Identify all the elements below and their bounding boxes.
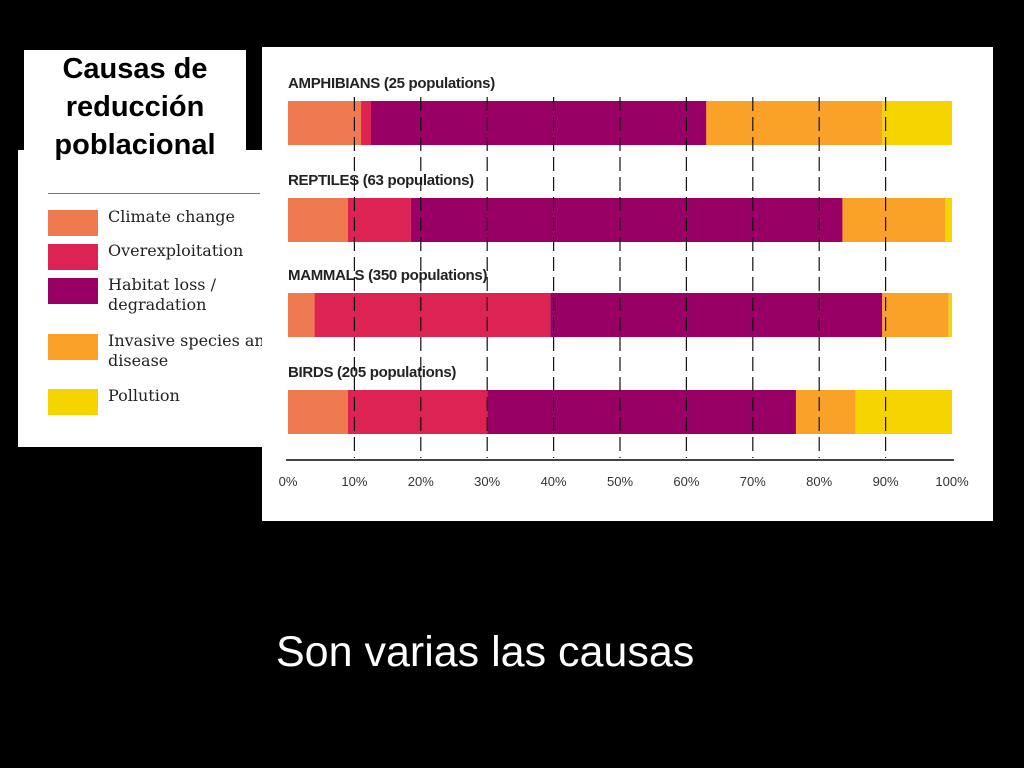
legend-label: Overexploitation <box>108 241 244 260</box>
bar-segment <box>361 101 371 145</box>
bar-segment <box>347 390 488 434</box>
bar-segment <box>288 293 315 337</box>
legend-label: Climate change <box>108 207 235 226</box>
x-tick-label: 90% <box>873 474 899 489</box>
bar-segment <box>288 101 362 145</box>
slide-title: Causas de reducción poblacional <box>24 50 246 175</box>
bar-segment <box>706 101 883 145</box>
bar-segment <box>882 101 952 145</box>
slide-title-line: Causas de <box>62 53 208 85</box>
x-tick-label: 0% <box>279 474 298 489</box>
x-tick-label: 100% <box>935 474 969 489</box>
bar-segment <box>882 293 949 337</box>
bar-segment <box>288 390 348 434</box>
legend-label: Habitat loss / degradation <box>108 275 216 314</box>
x-tick-label: 40% <box>541 474 567 489</box>
bar-segment <box>347 198 411 242</box>
bar-segment <box>842 198 946 242</box>
bar-segment <box>314 293 551 337</box>
slide-title-line: reducción <box>65 91 205 123</box>
legend-swatch <box>48 334 98 360</box>
legend-swatch <box>48 210 98 236</box>
legend-label: Pollution <box>108 386 180 405</box>
bar-segment <box>550 293 883 337</box>
legend-swatch <box>48 278 98 304</box>
slide-caption: Son varias las causas <box>276 628 695 676</box>
bar-segment <box>795 390 856 434</box>
bar-segment <box>288 198 348 242</box>
bar-segment <box>948 293 952 337</box>
category-label: BIRDS (205 populations) <box>288 364 456 381</box>
bar-segment <box>410 198 843 242</box>
slide-title-line: poblacional <box>54 129 216 161</box>
category-label: MAMMALS (350 populations) <box>288 267 487 284</box>
chart-panel: AMPHIBIANS (25 populations) REPTILES (63 … <box>262 47 993 521</box>
x-tick-label: 80% <box>806 474 832 489</box>
bar-segment <box>945 198 952 242</box>
category-label: AMPHIBIANS (25 populations) <box>288 75 495 92</box>
title-divider <box>48 193 260 194</box>
legend-swatch <box>48 389 98 415</box>
x-tick-label: 30% <box>474 474 500 489</box>
x-tick-label: 10% <box>341 474 367 489</box>
x-tick-label: 60% <box>673 474 699 489</box>
legend-label: Invasive species and disease <box>108 331 275 370</box>
x-tick-label: 20% <box>408 474 434 489</box>
x-tick-label: 70% <box>740 474 766 489</box>
bar-segment <box>371 101 707 145</box>
category-label: REPTILES (63 populations) <box>288 172 474 189</box>
stacked-bar-chart: AMPHIBIANS (25 populations) REPTILES (63 … <box>279 75 969 489</box>
legend-swatch <box>48 244 98 270</box>
bar-segment <box>855 390 952 434</box>
x-tick-label: 50% <box>607 474 633 489</box>
bar-segment <box>487 390 796 434</box>
